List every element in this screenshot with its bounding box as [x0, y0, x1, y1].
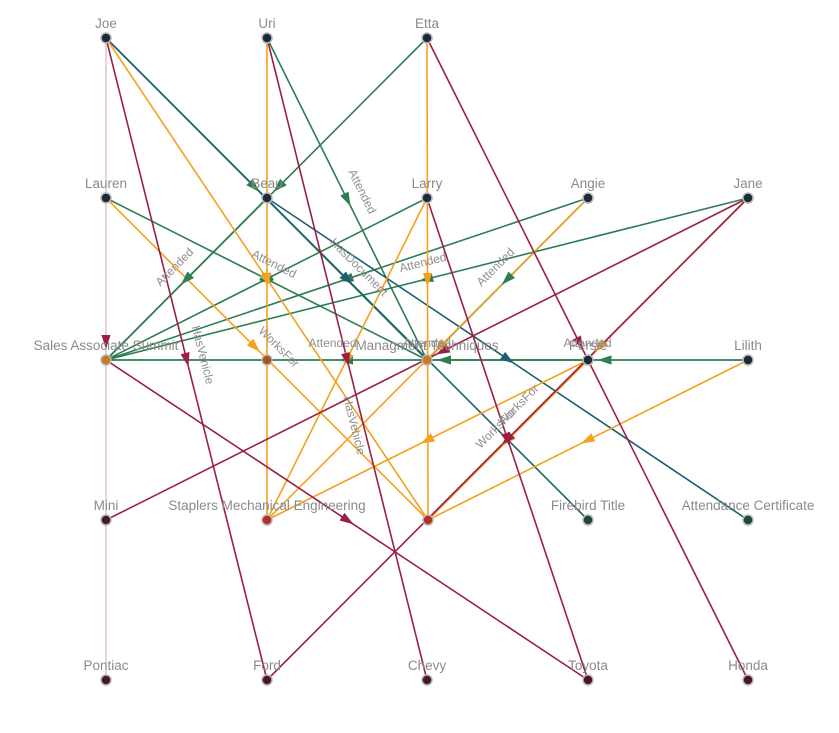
arrowhead-uri-chevy: [341, 352, 351, 367]
node-etta[interactable]: [421, 32, 433, 44]
arrowhead-angie-staplers: [434, 338, 448, 352]
node-label-larry: Larry: [412, 176, 443, 191]
node-label-staplers: Staplers Mechanical Engineering: [168, 498, 365, 513]
arrowhead-joe-co2: [259, 271, 272, 286]
arrowhead-jane-mini: [435, 344, 451, 355]
node-mini[interactable]: [100, 514, 112, 526]
node-label-jane: Jane: [733, 176, 762, 191]
node-larry[interactable]: [421, 192, 433, 204]
edge-label-persie-sas: Attended: [309, 336, 357, 350]
node-attcert[interactable]: [742, 514, 754, 526]
node-label-beau: Beau: [251, 176, 283, 191]
edge-label-uri-mt: Attended: [345, 167, 379, 216]
node-label-chevy: Chevy: [408, 658, 447, 673]
arrowhead-uri-mt: [340, 191, 351, 207]
node-labels: Joe Uri Etta Lauren Beau Larry Angie Jane Sales …: [34, 16, 815, 673]
nodes: [100, 32, 754, 686]
arrowhead-lilith-mt: [597, 355, 612, 365]
arrowhead-joe-pontiac: [101, 335, 111, 349]
node-label-toyota: Toyota: [568, 658, 608, 673]
arrowhead-sas-toyota: [339, 512, 354, 525]
arrowhead-joe-firebird: [339, 271, 353, 285]
edge-arrows: [101, 178, 612, 525]
node-label-persie: Persie: [569, 338, 607, 353]
arrowhead-lilith-sas: [437, 355, 451, 365]
arrowhead-etta-sas: [273, 178, 287, 192]
node-label-etta: Etta: [415, 16, 440, 31]
arrowhead-beau-sas: [180, 271, 194, 285]
arrowhead-lilith-co2: [580, 433, 596, 444]
arrowhead-etta-honda: [572, 335, 584, 351]
node-staplers[interactable]: [261, 514, 273, 526]
node-label-lilith: Lilith: [734, 338, 762, 353]
node-co2[interactable]: [422, 514, 434, 526]
node-joe[interactable]: [100, 32, 112, 44]
node-persie[interactable]: [582, 354, 594, 366]
node-jane[interactable]: [742, 192, 754, 204]
node-sas[interactable]: [100, 354, 112, 366]
edge-label-lilith-sas: Attended: [403, 336, 451, 350]
arrowhead-persie-staplers: [420, 433, 435, 444]
node-angie[interactable]: [582, 192, 594, 204]
node-co1[interactable]: [261, 354, 273, 366]
arrowhead-etta-co2: [422, 272, 433, 287]
node-label-honda: Honda: [728, 658, 768, 673]
node-honda[interactable]: [742, 674, 754, 686]
node-toyota[interactable]: [582, 674, 594, 686]
arrowhead-angie-mt: [501, 271, 515, 285]
node-chevy[interactable]: [421, 674, 433, 686]
node-label-mt: Managment Techniques: [355, 338, 498, 353]
node-lauren[interactable]: [100, 192, 112, 204]
arrowhead-joe-mt: [246, 178, 260, 192]
node-lilith[interactable]: [742, 354, 754, 366]
node-beau[interactable]: [261, 192, 273, 204]
node-label-pontiac: Pontiac: [83, 658, 128, 673]
arrowhead-beau-attcert: [499, 351, 515, 364]
node-firebird[interactable]: [582, 514, 594, 526]
node-label-angie: Angie: [571, 176, 606, 191]
edge-label-jane-co2: WorksFor: [495, 382, 541, 429]
arrowhead-jane-co2: [595, 338, 609, 352]
node-label-lauren: Lauren: [85, 176, 127, 191]
node-pontiac[interactable]: [100, 674, 112, 686]
arrowhead-jane-ford: [501, 431, 515, 445]
node-label-sas: Sales Associate Summit: [34, 338, 179, 353]
edge-label-lilith-mt: Attended: [563, 336, 611, 350]
arrowhead-joe-ford: [180, 352, 190, 367]
node-label-firebird: Firebird Title: [551, 498, 625, 513]
node-label-uri: Uri: [258, 16, 275, 31]
arrowhead-lauren-co2: [246, 338, 260, 352]
node-mt[interactable]: [421, 354, 433, 366]
node-label-attcert: Attendance Certificate: [682, 498, 815, 513]
node-label-mini: Mini: [94, 498, 119, 513]
node-label-ford: Ford: [253, 658, 281, 673]
node-label-joe: Joe: [95, 16, 117, 31]
node-ford[interactable]: [261, 674, 273, 686]
edge-label-angie-mt: Attended: [474, 245, 518, 289]
node-uri[interactable]: [261, 32, 273, 44]
